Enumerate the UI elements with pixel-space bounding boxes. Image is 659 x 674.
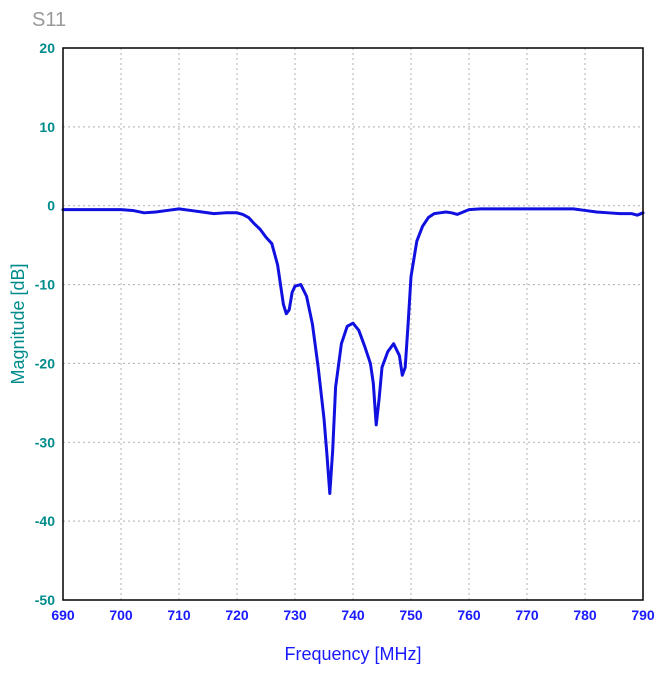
x-tick-label: 770 bbox=[515, 607, 539, 623]
y-tick-label: -10 bbox=[35, 277, 55, 293]
x-tick-label: 790 bbox=[631, 607, 655, 623]
x-tick-labels: 690 700 710 720 730 740 750 760 770 780 790 bbox=[51, 607, 655, 623]
y-axis-title: Magnitude [dB] bbox=[8, 263, 28, 384]
y-tick-label: -40 bbox=[35, 513, 55, 529]
x-tick-label: 760 bbox=[457, 607, 481, 623]
y-tick-label: 0 bbox=[47, 198, 55, 214]
y-tick-label: 20 bbox=[39, 40, 55, 56]
x-tick-label: 740 bbox=[341, 607, 365, 623]
x-tick-label: 690 bbox=[51, 607, 75, 623]
x-tick-label: 750 bbox=[399, 607, 423, 623]
x-tick-label: 710 bbox=[167, 607, 191, 623]
y-tick-labels: 20 10 0 -10 -20 -30 -40 -50 bbox=[35, 40, 55, 608]
y-tick-label: -30 bbox=[35, 434, 55, 450]
x-axis-title: Frequency [MHz] bbox=[284, 644, 421, 664]
y-tick-label: -20 bbox=[35, 355, 55, 371]
y-tick-label: 10 bbox=[39, 119, 55, 135]
plot-frame bbox=[62, 47, 644, 601]
x-tick-label: 780 bbox=[573, 607, 597, 623]
x-tick-label: 730 bbox=[283, 607, 307, 623]
x-tick-label: 700 bbox=[109, 607, 133, 623]
x-tick-label: 720 bbox=[225, 607, 249, 623]
series-line bbox=[61, 207, 645, 496]
y-tick-label: -50 bbox=[35, 592, 55, 608]
series-layer bbox=[61, 207, 645, 496]
chart-title: S11 bbox=[32, 9, 66, 31]
